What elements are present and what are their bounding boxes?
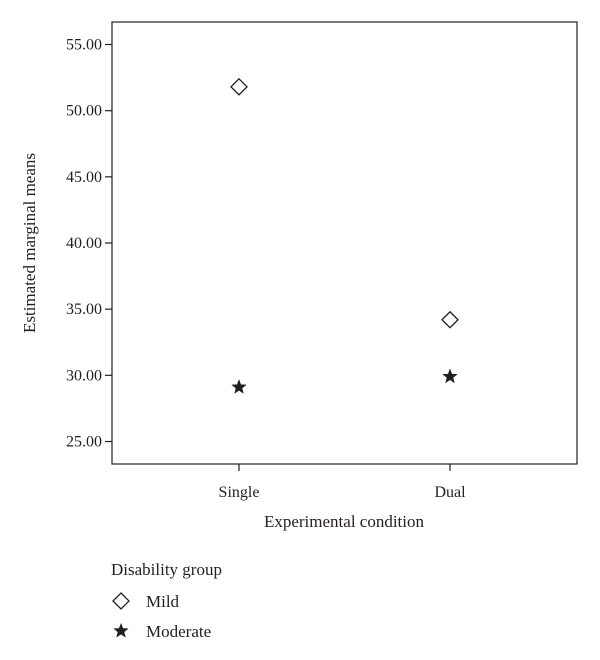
point-mild-single [230,77,248,96]
legend-entry-mild: Mild [146,592,180,611]
point-mild-dual [441,310,459,329]
y-tick-label: 55.00 [66,36,102,53]
point-moderate-dual [442,368,458,384]
y-tick-label: 40.00 [66,235,102,252]
x-axis-title: Experimental condition [264,512,425,531]
y-axis: 25.00 30.00 35.00 40.00 45.00 50.00 55.00 [66,36,112,451]
legend-entry-moderate: Moderate [146,622,211,641]
x-axis: Single Dual [219,464,466,501]
x-tick-label-single: Single [219,484,260,501]
y-tick-label: 30.00 [66,367,102,384]
data-points [230,77,459,394]
point-moderate-single [231,379,247,394]
y-tick-label: 45.00 [66,169,102,186]
x-tick-label-dual: Dual [434,484,466,501]
y-tick-label: 35.00 [66,301,102,318]
y-tick-label: 50.00 [66,103,102,120]
legend-title: Disability group [111,560,222,579]
legend-marker-star-icon [113,622,129,638]
y-axis-title: Estimated marginal means [20,153,39,333]
legend: Disability group Mild Moderate [111,560,222,641]
legend-marker-diamond-icon [112,592,130,610]
plot-frame [111,21,578,465]
y-tick-label: 25.00 [66,434,102,451]
